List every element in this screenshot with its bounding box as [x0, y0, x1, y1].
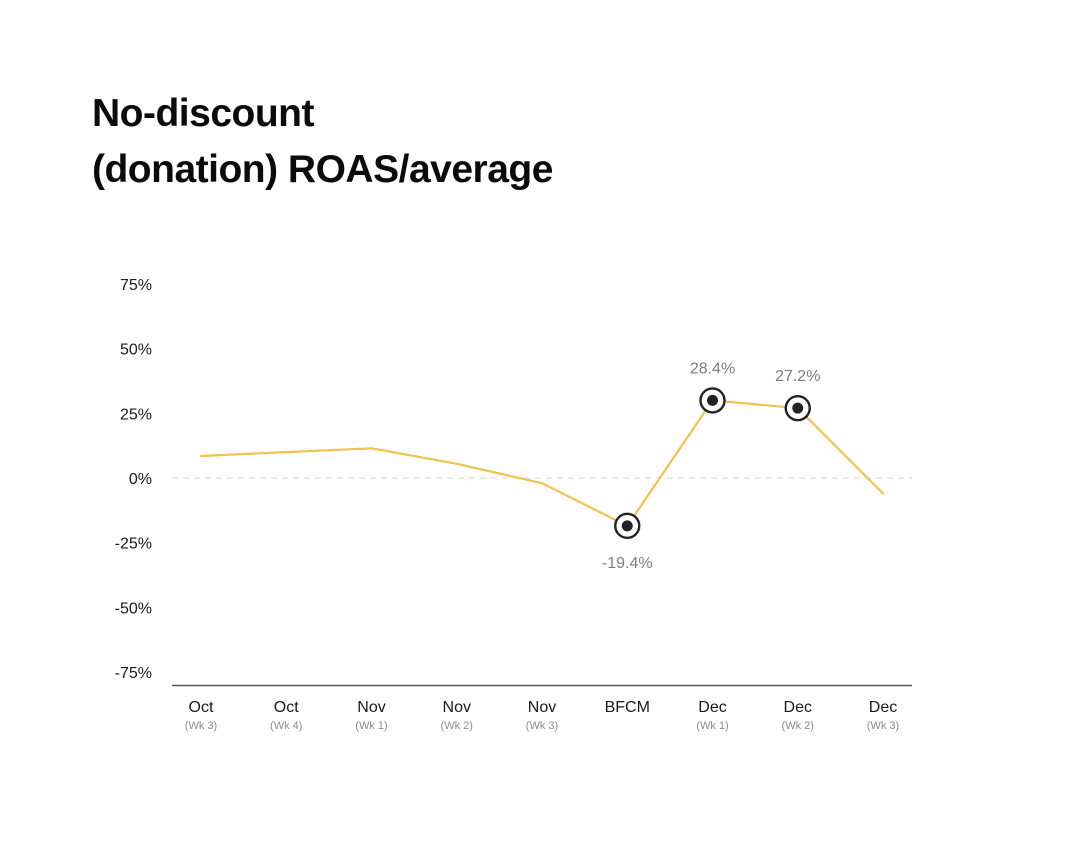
- chart-title: No-discount (donation) ROAS/average: [92, 86, 792, 198]
- x-tick-sublabel: (Wk 2): [782, 720, 814, 732]
- y-tick-label: -75%: [115, 665, 152, 682]
- x-tick-label: Dec: [784, 699, 812, 716]
- data-label: 28.4%: [690, 360, 735, 377]
- x-tick-sublabel: (Wk 3): [526, 720, 558, 732]
- data-point-marker: [792, 402, 804, 414]
- data-label: -19.4%: [602, 555, 653, 572]
- x-tick-label: BFCM: [605, 699, 650, 716]
- x-tick-sublabel: (Wk 1): [696, 720, 728, 732]
- x-tick-label: Nov: [357, 699, 385, 716]
- y-tick-label: 50%: [120, 342, 152, 359]
- y-tick-label: 75%: [120, 277, 152, 294]
- data-label: 27.2%: [775, 368, 820, 385]
- x-tick-label: Oct: [189, 699, 214, 716]
- x-tick-sublabel: (Wk 2): [441, 720, 473, 732]
- x-tick-sublabel: (Wk 1): [355, 720, 387, 732]
- y-tick-label: 0%: [129, 471, 152, 488]
- x-tick-sublabel: (Wk 4): [270, 720, 302, 732]
- y-tick-label: -25%: [115, 536, 152, 553]
- x-tick-label: Oct: [274, 699, 299, 716]
- x-tick-label: Nov: [528, 699, 556, 716]
- chart-title-line-1: No-discount: [92, 92, 314, 135]
- series-line: [199, 399, 885, 528]
- x-tick-label: Nov: [443, 699, 471, 716]
- x-tick-sublabel: (Wk 3): [867, 720, 899, 732]
- x-tick-label: Dec: [698, 699, 726, 716]
- y-tick-label: -50%: [115, 600, 152, 617]
- x-tick-label: Dec: [869, 699, 897, 716]
- x-tick-sublabel: (Wk 3): [185, 720, 217, 732]
- data-point-marker: [621, 520, 633, 532]
- chart-title-line-2: (donation) ROAS/average: [92, 148, 553, 191]
- y-tick-label: 25%: [120, 406, 152, 423]
- data-point-marker: [707, 394, 718, 406]
